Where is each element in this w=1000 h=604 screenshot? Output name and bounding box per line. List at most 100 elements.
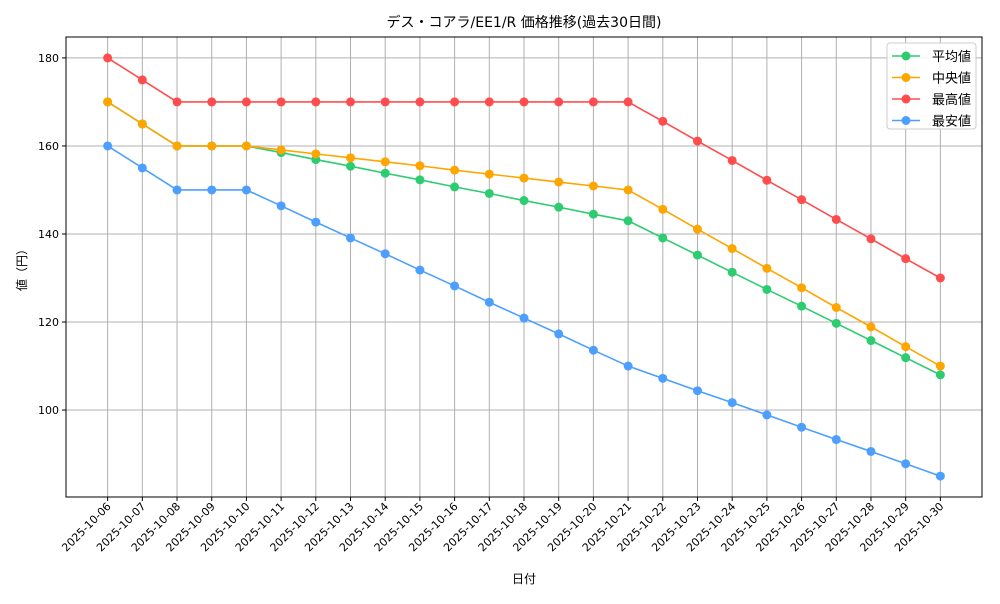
data-point	[831, 214, 841, 224]
y-tick-label: 120	[38, 316, 59, 329]
x-axis-label: 日付	[512, 572, 536, 586]
data-point	[727, 398, 737, 408]
data-point	[484, 188, 494, 198]
data-point	[346, 233, 356, 243]
series-1	[103, 97, 945, 371]
data-point	[415, 265, 425, 275]
data-point	[692, 224, 702, 234]
data-point	[519, 196, 529, 206]
data-point	[311, 97, 321, 107]
data-point	[866, 322, 876, 332]
data-point	[484, 297, 494, 307]
data-point	[450, 165, 460, 175]
data-point	[831, 318, 841, 328]
data-point	[762, 263, 772, 273]
data-point	[554, 97, 564, 107]
y-tick-label: 140	[38, 228, 59, 241]
grid	[66, 37, 982, 497]
data-point	[866, 446, 876, 456]
data-point	[588, 209, 598, 219]
data-point	[554, 177, 564, 187]
data-point	[207, 141, 217, 151]
data-point	[588, 97, 598, 107]
data-point	[450, 182, 460, 192]
data-point	[276, 201, 286, 211]
data-point	[519, 173, 529, 183]
data-point	[762, 284, 772, 294]
data-point	[241, 185, 251, 195]
data-point	[727, 267, 737, 277]
data-point	[935, 370, 945, 380]
data-point	[901, 459, 911, 469]
data-point	[658, 233, 668, 243]
data-point	[935, 361, 945, 371]
data-point	[797, 283, 807, 293]
data-point	[866, 336, 876, 346]
series-group	[103, 53, 945, 481]
data-point	[901, 254, 911, 264]
legend-marker	[901, 73, 911, 82]
data-point	[554, 329, 564, 339]
data-point	[519, 313, 529, 323]
data-point	[346, 153, 356, 163]
data-point	[311, 217, 321, 227]
data-point	[901, 353, 911, 363]
series-2	[103, 53, 945, 283]
data-point	[137, 163, 147, 173]
legend-marker	[901, 94, 911, 104]
y-tick-label: 180	[38, 52, 59, 65]
data-point	[623, 185, 633, 195]
data-point	[692, 386, 702, 396]
data-point	[241, 141, 251, 151]
legend-label: 最高値	[932, 92, 971, 108]
series-3	[103, 141, 945, 481]
data-point	[623, 361, 633, 371]
data-point	[692, 136, 702, 146]
data-point	[692, 250, 702, 260]
y-tick-label: 100	[38, 404, 59, 417]
data-point	[866, 234, 876, 244]
legend-label: 最安値	[932, 114, 971, 130]
data-point	[762, 410, 772, 420]
data-point	[797, 195, 807, 205]
data-point	[623, 216, 633, 226]
legend-box	[886, 42, 977, 130]
data-point	[172, 97, 182, 107]
data-point	[241, 97, 251, 107]
chart-title: デス・コアラ/EE1/R 価格推移(過去30日間)	[387, 14, 662, 31]
data-point	[380, 157, 390, 167]
data-point	[346, 97, 356, 107]
legend-label: 平均値	[932, 49, 971, 65]
data-point	[762, 175, 772, 185]
data-point	[658, 116, 668, 126]
legend-label: 中央値	[932, 71, 971, 87]
data-point	[380, 168, 390, 178]
y-tick-label: 160	[38, 140, 59, 153]
data-point	[172, 185, 182, 195]
data-point	[207, 97, 217, 107]
data-point	[137, 75, 147, 85]
data-point	[797, 422, 807, 432]
data-point	[311, 149, 321, 159]
data-point	[588, 345, 598, 355]
x-ticks: 2025-10-062025-10-072025-10-082025-10-09…	[59, 497, 946, 554]
data-point	[415, 161, 425, 171]
data-point	[207, 185, 217, 195]
data-point	[831, 302, 841, 312]
data-point	[103, 97, 113, 107]
data-point	[137, 119, 147, 129]
data-point	[450, 97, 460, 107]
data-point	[346, 161, 356, 171]
data-point	[727, 244, 737, 254]
data-point	[172, 141, 182, 151]
y-axis-label: 値（円）	[14, 243, 29, 291]
data-point	[415, 97, 425, 107]
data-point	[519, 97, 529, 107]
data-point	[901, 342, 911, 352]
data-point	[415, 175, 425, 185]
data-point	[380, 97, 390, 107]
data-point	[658, 373, 668, 383]
data-point	[554, 202, 564, 212]
